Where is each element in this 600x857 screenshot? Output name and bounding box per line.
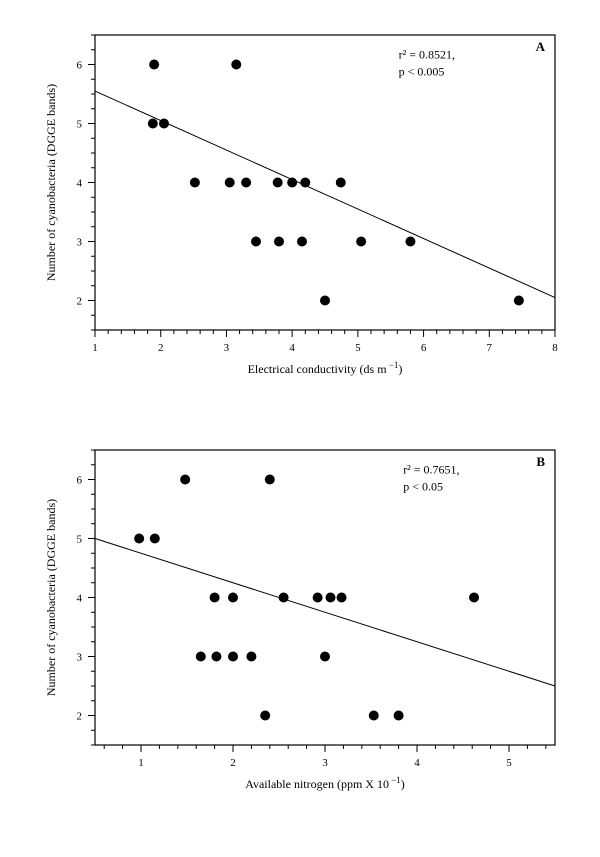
data-point [274,237,284,247]
y-tick-label: 2 [77,711,83,723]
x-tick-label: 5 [506,757,512,769]
data-point [159,119,169,129]
y-tick-label: 2 [77,296,83,308]
x-tick-label: 5 [355,342,361,354]
x-tick-label: 2 [158,342,164,354]
x-tick-label: 2 [230,757,236,769]
data-point [148,119,158,129]
data-point [210,593,220,603]
y-tick-label: 3 [77,237,83,249]
data-point [279,593,289,603]
plot-frame [95,450,555,745]
data-point [265,475,275,485]
data-point [320,296,330,306]
data-point [196,652,206,662]
y-tick-label: 5 [77,119,83,131]
data-point [246,652,256,662]
x-tick-label: 1 [92,342,98,354]
plot-frame [95,35,555,330]
data-point [356,237,366,247]
panel-label: A [536,39,546,54]
y-tick-label: 4 [77,593,83,605]
stat-annotation-line1: r² = 0.8521, [399,48,455,62]
data-point [336,178,346,188]
data-point [134,534,144,544]
data-point [211,652,221,662]
y-tick-label: 3 [77,652,83,664]
data-point [514,296,524,306]
panel-label: B [536,454,545,469]
data-point [313,593,323,603]
y-tick-label: 6 [77,475,83,487]
data-point [320,652,330,662]
y-axis-label: Number of cyanobacteria (DGGE bands) [44,499,58,696]
stat-annotation-line2: p < 0.05 [403,480,443,494]
figure-page: 1 2 3 4 5 6 7 8 2 3 4 5 6 Electrical conductivity (ds… [0,0,600,857]
data-point [225,178,235,188]
x-tick-label: 3 [224,342,230,354]
x-axis-label: Available nitrogen (ppm X 10 −1) [245,775,405,791]
data-point [150,534,160,544]
data-point [369,711,379,721]
x-tick-label: 4 [289,342,295,354]
data-point [300,178,310,188]
data-point [297,237,307,247]
panel-a: 1 2 3 4 5 6 7 8 2 3 4 5 6 Electrical conductivity (ds… [35,20,570,385]
y-tick-label: 5 [77,534,83,546]
data-point [405,237,415,247]
data-point [394,711,404,721]
y-tick-label: 6 [77,60,83,72]
data-point [251,237,261,247]
x-axis-label: Electrical conductivity (ds m −1) [248,360,403,376]
x-tick-label: 8 [552,342,558,354]
x-tick-label: 4 [414,757,420,769]
data-point [228,652,238,662]
data-point [149,60,159,70]
regression-line [95,539,555,687]
data-point [228,593,238,603]
data-point [469,593,479,603]
y-tick-label: 4 [77,178,83,190]
x-tick-label: 6 [421,342,427,354]
data-point [326,593,336,603]
data-point [241,178,251,188]
data-point [260,711,270,721]
data-point [231,60,241,70]
stat-annotation-line2: p < 0.005 [399,65,445,79]
data-point [273,178,283,188]
data-point [337,593,347,603]
data-point [190,178,200,188]
x-tick-label: 3 [322,757,328,769]
data-point [287,178,297,188]
x-tick-label: 7 [487,342,493,354]
stat-annotation-line1: r² = 0.7651, [403,463,459,477]
x-tick-label: 1 [138,757,144,769]
panel-b: 1 2 3 4 5 2 3 4 5 6 Available nitrogen (ppm X 10 −… [35,435,570,800]
y-axis-label: Number of cyanobacteria (DGGE bands) [44,84,58,281]
data-point [180,475,190,485]
